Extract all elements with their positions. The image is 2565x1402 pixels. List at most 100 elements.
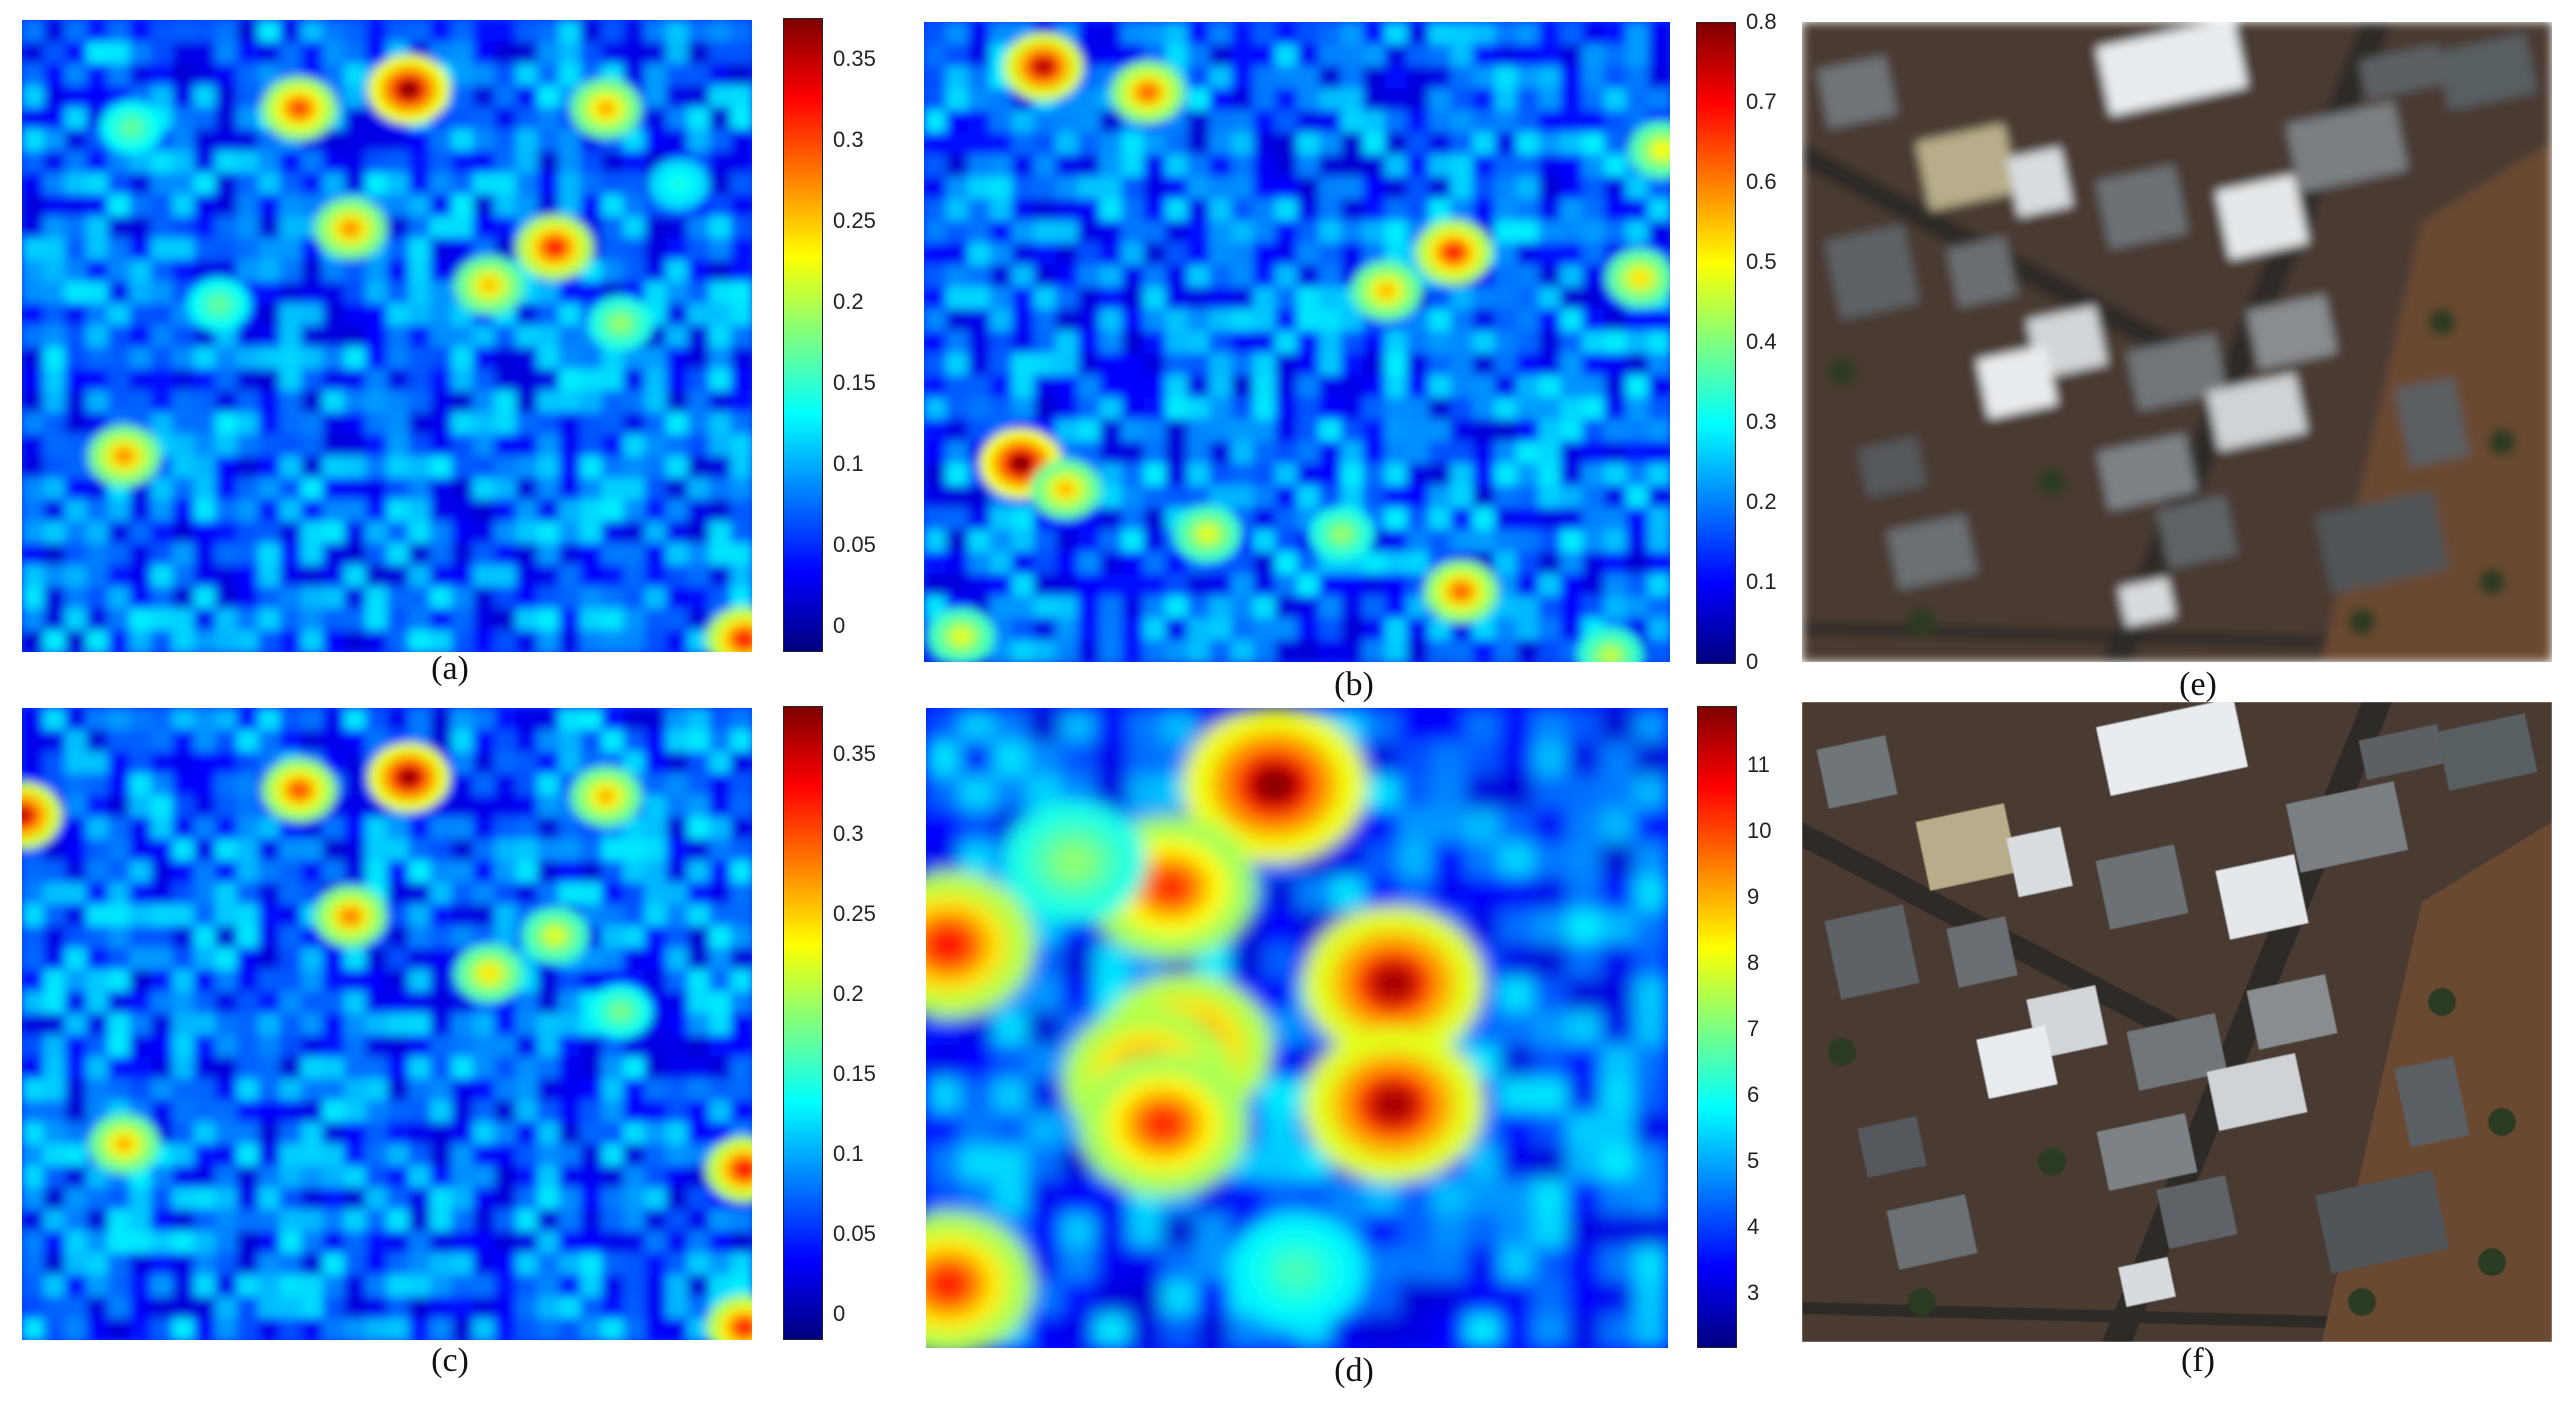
heat-texture-cell <box>387 969 410 993</box>
heat-texture-cell <box>1494 551 1518 575</box>
heat-texture-cell <box>86 1078 109 1102</box>
heat-texture-cell <box>730 281 752 305</box>
heat-texture-cell <box>472 586 496 610</box>
heat-texture-cell <box>1340 220 1364 244</box>
heat-texture-cell <box>623 817 646 840</box>
heat-texture-cell <box>1297 286 1320 310</box>
heat-texture-cell <box>150 882 174 906</box>
heat-texture-cell <box>1450 507 1474 531</box>
heat-texture-cell <box>537 838 560 862</box>
heat-texture-cell <box>429 708 453 731</box>
heat-texture-cell <box>86 773 109 797</box>
heat-texture-cell <box>1209 617 1233 641</box>
heat-texture-cell <box>1538 485 1562 509</box>
heat-texture-cell <box>43 346 66 370</box>
heat-texture-cell <box>1033 198 1057 222</box>
heat-texture-cell <box>1582 242 1606 266</box>
heat-texture-cell <box>43 564 66 588</box>
heat-texture-cell <box>43 1078 66 1102</box>
heat-texture-cell <box>1604 154 1628 178</box>
heat-texture-cell <box>451 85 474 109</box>
heat-texture-cell <box>993 1145 1029 1181</box>
heat-texture-cell <box>43 1231 66 1254</box>
heat-texture-cell <box>730 237 752 261</box>
heat-texture-cell <box>1566 1112 1602 1147</box>
heat-texture-cell <box>1538 22 1562 46</box>
heat-texture-cell <box>687 795 711 818</box>
hotspot-a-0 <box>397 80 421 99</box>
heat-texture-cell <box>494 543 517 566</box>
heat-texture-cell <box>365 1078 388 1102</box>
heat-texture-cell <box>1516 397 1540 421</box>
heat-texture-cell <box>150 237 174 261</box>
heat-texture-cell <box>687 346 711 370</box>
heat-texture-cell <box>86 390 109 414</box>
heat-texture-cell <box>22 1143 45 1167</box>
heat-texture-cell <box>22 608 45 632</box>
heat-texture-cell <box>623 564 646 588</box>
heat-texture-cell <box>322 1034 346 1058</box>
heat-texture-cell <box>387 1056 410 1080</box>
heat-texture-cell <box>387 303 410 327</box>
hotspot-b-1 <box>1137 83 1158 101</box>
heat-texture-cell <box>43 991 66 1015</box>
heat-texture-cell <box>1033 154 1057 178</box>
heat-texture-cell <box>1406 617 1430 641</box>
heat-texture-cell <box>236 586 260 610</box>
heat-texture-cell <box>107 41 131 65</box>
heat-texture-cell <box>1263 977 1298 1013</box>
heat-texture-cell <box>601 477 625 501</box>
building <box>2215 854 2309 940</box>
heat-texture-cell <box>1143 529 1167 553</box>
heat-texture-cell <box>666 543 689 566</box>
heat-texture-cell <box>494 20 517 43</box>
heat-texture-cell <box>451 1296 474 1320</box>
heat-texture-cell <box>1318 463 1342 487</box>
heat-texture-cell <box>301 368 324 392</box>
heat-texture-cell <box>43 729 66 753</box>
heat-texture-cell <box>322 860 346 884</box>
heat-texture-cell <box>1465 1213 1501 1248</box>
heat-texture-cell <box>322 499 346 523</box>
heat-texture-cell <box>1560 264 1584 288</box>
heat-texture-cell <box>22 543 45 566</box>
heat-texture-cell <box>1165 308 1189 332</box>
heat-texture-cell <box>1450 22 1474 46</box>
heat-texture-cell <box>408 1034 431 1058</box>
heat-texture-cell <box>301 259 324 283</box>
heat-texture-cell <box>945 220 969 244</box>
heat-texture-cell <box>1533 1314 1568 1348</box>
heat-texture-cell <box>666 708 689 731</box>
heat-texture-cell <box>1566 842 1602 878</box>
heat-texture-cell <box>967 176 991 200</box>
heat-texture-cell <box>1077 617 1101 641</box>
heat-texture-cell <box>322 991 346 1015</box>
heat-texture-cell <box>709 904 732 927</box>
heat-texture-cell <box>1231 595 1255 619</box>
heat-texture-cell <box>107 303 131 327</box>
heat-texture-cell <box>1011 375 1035 399</box>
heat-texture-cell <box>494 237 517 261</box>
heat-texture-cell <box>709 969 732 993</box>
heat-texture-cell <box>301 1274 324 1298</box>
heat-texture-cell <box>1253 220 1276 244</box>
heat-texture-cell <box>1582 573 1606 597</box>
heat-texture-cell <box>365 521 388 544</box>
heat-texture-cell <box>172 1056 195 1080</box>
heat-texture-cell <box>1027 708 1062 743</box>
heat-texture-cell <box>472 455 496 479</box>
heat-texture-cell <box>623 1209 646 1232</box>
heat-texture-cell <box>580 455 603 479</box>
heat-texture-cell <box>1011 639 1035 662</box>
heat-texture-cell <box>387 281 410 305</box>
heat-texture-cell <box>1187 132 1211 156</box>
heat-texture-cell <box>193 882 217 906</box>
heat-texture-cell <box>1143 176 1167 200</box>
heat-texture-cell <box>172 708 195 731</box>
heat-texture-cell <box>1187 286 1211 310</box>
heat-texture-cell <box>215 904 238 927</box>
heat-texture-cell <box>279 259 303 283</box>
heat-texture-cell <box>322 521 346 544</box>
heat-texture-cell <box>709 1078 732 1102</box>
heat-texture-cell <box>1033 220 1057 244</box>
